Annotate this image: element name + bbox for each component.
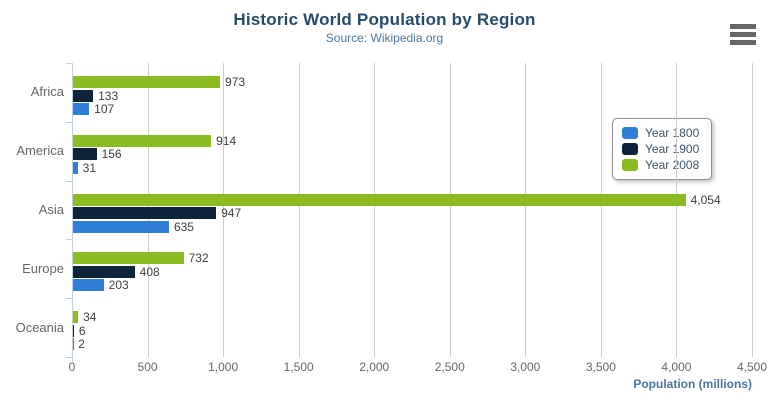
legend-item-year-1800[interactable]: Year 1800: [622, 125, 699, 141]
gridline: [525, 63, 527, 357]
x-axis-label-1-500: 1,500: [283, 360, 314, 374]
legend-label-year-1900: Year 1900: [645, 142, 700, 156]
bar-asia-year-1900[interactable]: [73, 207, 217, 220]
category-label-africa: Africa: [30, 84, 64, 100]
y-axis-tick: [66, 357, 72, 358]
y-axis-tick: [66, 121, 72, 123]
y-axis-tick: [66, 63, 72, 64]
value-label-asia-year-1800: 635: [173, 219, 194, 234]
category-label-europe: Europe: [22, 260, 64, 276]
bar-america-year-1800[interactable]: [73, 161, 78, 174]
x-axis-label-4-000: 4,000: [661, 360, 692, 374]
hamburger-icon[interactable]: [730, 24, 756, 48]
value-label-oceania-year-1900: 6: [78, 323, 86, 338]
x-axis-title: Population (millions): [633, 377, 752, 391]
value-label-asia-year-2008: 4,054: [690, 192, 721, 207]
y-axis-tick: [66, 180, 72, 182]
bar-africa-year-1800[interactable]: [73, 103, 90, 115]
x-axis-label-4-500: 4,500: [736, 360, 768, 374]
bar-europe-year-1900[interactable]: [73, 265, 135, 278]
legend: Year 1800 Year 1900 Year 2008: [612, 118, 713, 180]
x-axis-label-0: 0: [68, 360, 76, 374]
hamburger-bar: [730, 32, 756, 37]
x-axis-label-500: 500: [137, 360, 158, 374]
chart-title: Historic World Population by Region: [233, 10, 536, 29]
bar-europe-year-2008[interactable]: [73, 252, 184, 265]
bar-oceania-year-1900[interactable]: [73, 324, 74, 337]
legend-swatch-year-1900: [622, 143, 638, 155]
bar-america-year-2008[interactable]: [73, 134, 212, 147]
value-label-america-year-1800: 31: [82, 160, 97, 175]
legend-swatch-year-1800: [622, 127, 638, 139]
y-axis-tick: [66, 239, 72, 241]
gridline: [298, 63, 300, 357]
value-label-africa-year-2008: 973: [225, 75, 246, 89]
x-axis-label-2-000: 2,000: [359, 360, 390, 374]
legend-item-year-2008[interactable]: Year 2008: [622, 157, 699, 173]
legend-label-year-1800: Year 1800: [645, 126, 700, 140]
hamburger-bar: [730, 24, 756, 29]
bar-africa-year-2008[interactable]: [73, 76, 221, 88]
legend-item-year-1900[interactable]: Year 1900: [622, 141, 699, 157]
bar-europe-year-1800[interactable]: [73, 279, 104, 292]
value-label-asia-year-1900: 947: [221, 206, 242, 221]
x-axis-label-2-500: 2,500: [434, 360, 465, 374]
x-axis-label-1-000: 1,000: [208, 360, 239, 374]
gridline: [752, 63, 753, 357]
value-label-africa-year-1900: 133: [98, 88, 119, 103]
bar-oceania-year-2008[interactable]: [73, 311, 79, 324]
gridline: [223, 63, 225, 357]
bar-asia-year-2008[interactable]: [73, 193, 686, 206]
category-label-america: America: [16, 143, 64, 159]
chart-subtitle: Source: Wikipedia.org: [325, 31, 444, 45]
value-label-oceania-year-2008: 34: [83, 310, 97, 325]
value-label-europe-year-2008: 732: [188, 251, 209, 266]
bar-america-year-1900[interactable]: [73, 148, 97, 161]
value-label-america-year-1900: 156: [101, 147, 122, 162]
category-label-oceania: Oceania: [15, 319, 64, 335]
value-label-america-year-2008: 914: [216, 133, 237, 148]
y-axis-line: [72, 63, 73, 362]
gridline: [374, 63, 376, 357]
bar-africa-year-1900[interactable]: [73, 89, 94, 102]
category-label-asia: Asia: [38, 202, 64, 217]
x-axis-label-3-000: 3,000: [510, 360, 541, 374]
legend-swatch-year-2008: [622, 159, 638, 171]
value-label-europe-year-1800: 203: [108, 278, 129, 293]
bar-asia-year-1800[interactable]: [73, 220, 169, 233]
value-label-oceania-year-1800: 2: [78, 337, 85, 352]
gridline: [449, 63, 451, 357]
value-label-africa-year-1800: 107: [94, 102, 115, 116]
value-label-europe-year-1900: 408: [139, 264, 160, 279]
hamburger-bar: [730, 40, 756, 45]
legend-label-year-2008: Year 2008: [645, 158, 700, 172]
x-axis-label-3-500: 3,500: [585, 360, 616, 374]
y-axis-tick: [66, 298, 72, 300]
gridline: [676, 63, 678, 357]
gridline: [600, 63, 602, 357]
